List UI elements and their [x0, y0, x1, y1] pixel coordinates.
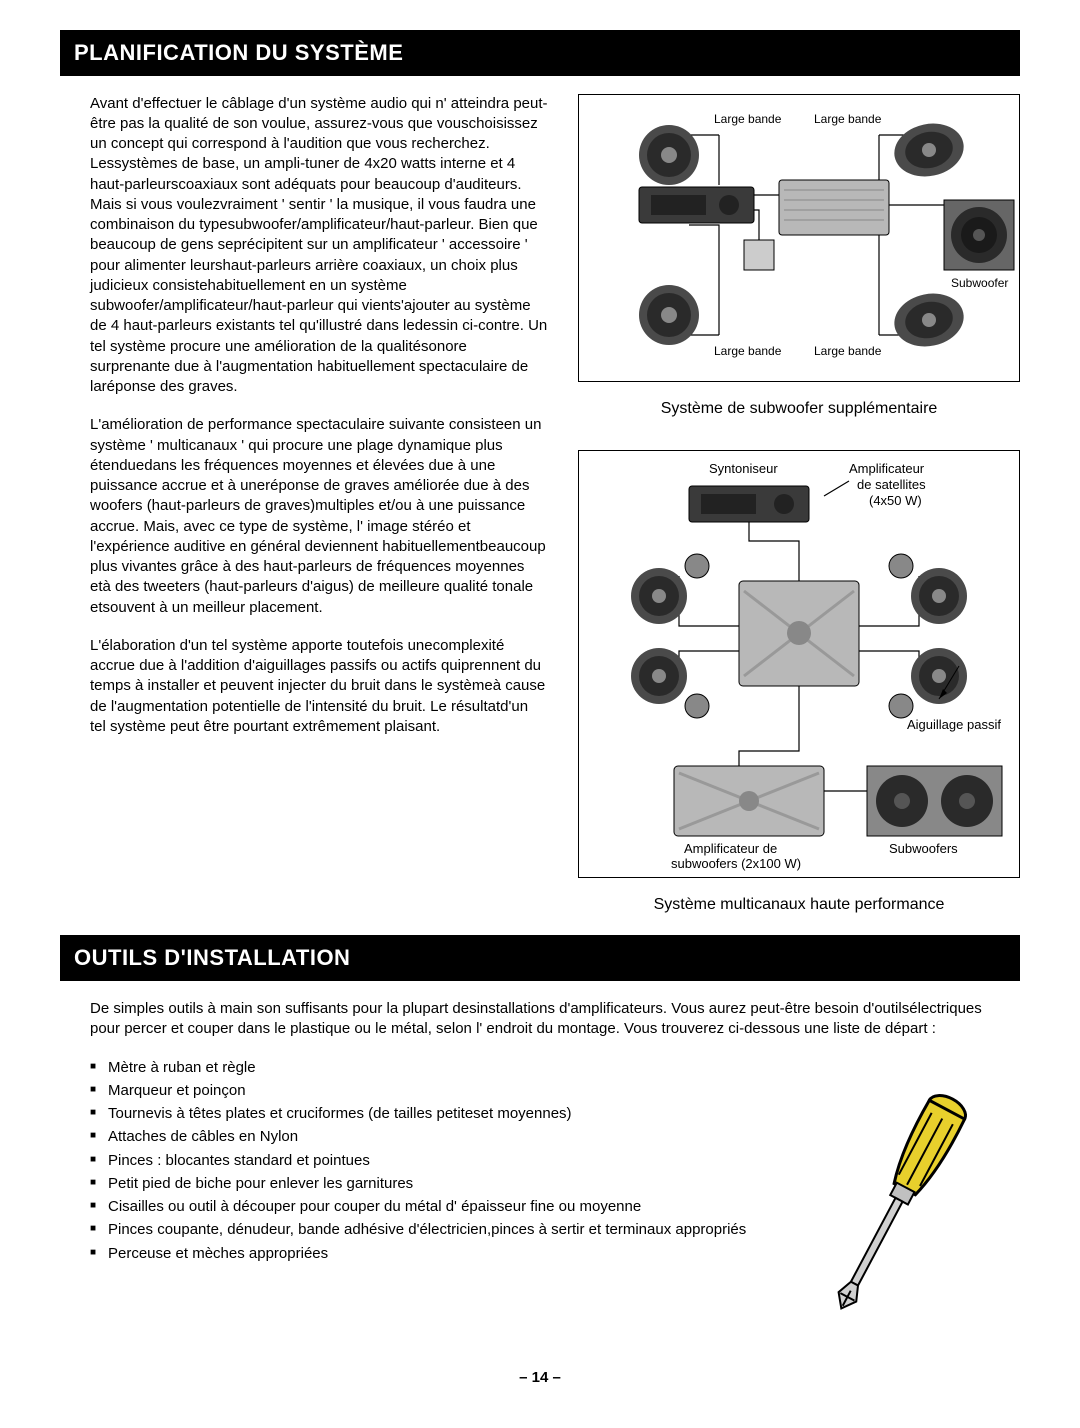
label-large-bande-bl: Large bande: [714, 344, 782, 358]
label-syntoniseur: Syntoniseur: [709, 461, 778, 476]
speaker-group-tl: [631, 554, 709, 624]
list-item: Tournevis à têtes plates et cruciformes …: [90, 1104, 786, 1124]
list-item: Cisailles ou outil à découper pour coupe…: [90, 1197, 786, 1217]
label-amp-sub-2: subwoofers (2x100 W): [671, 856, 801, 871]
tools-intro: De simples outils à main son suffisants …: [60, 999, 1020, 1058]
section-header-planning: PLANIFICATION DU SYSTÈME: [60, 30, 1020, 76]
section-header-tools: OUTILS D'INSTALLATION: [60, 935, 1020, 981]
speaker-top-left: [639, 125, 699, 185]
speaker-group-br: [889, 648, 967, 718]
list-item: Mètre à ruban et règle: [90, 1058, 786, 1078]
head-unit-2: [689, 486, 809, 522]
label-amp-sub-1: Amplificateur de: [684, 841, 777, 856]
list-item: Petit pied de biche pour enlever les gar…: [90, 1174, 786, 1194]
amp-satellite: [739, 581, 859, 686]
label-large-bande-tr: Large bande: [814, 112, 882, 126]
planning-text-column: Avant d'effectuer le câblage d'un systèm…: [60, 94, 548, 936]
tools-list: Mètre à ruban et règle Marqueur et poinç…: [90, 1058, 786, 1338]
amplifier: [779, 180, 889, 235]
list-item: Attaches de câbles en Nylon: [90, 1127, 786, 1147]
label-amp-sat-2: de satellites: [857, 477, 926, 492]
label-subwoofers: Subwoofers: [889, 841, 958, 856]
head-unit: [639, 187, 754, 223]
diagram2-caption: Système multicanaux haute performance: [578, 894, 1020, 916]
label-large-bande-br: Large bande: [814, 344, 882, 358]
list-item: Perceuse et mèches appropriées: [90, 1244, 786, 1264]
list-item: Marqueur et poinçon: [90, 1081, 786, 1101]
subwoofer-box: [944, 200, 1014, 270]
speaker-group-tr: [889, 554, 967, 624]
speaker-group-bl: [631, 648, 709, 718]
screwdriver-illustration: [810, 1058, 990, 1338]
subwoofer-enclosure: [867, 766, 1002, 836]
diagram-subwoofer-system: Large bande Large bande Large bande Larg…: [578, 94, 1020, 382]
page-number: – 14 –: [60, 1368, 1020, 1388]
diagram1-caption: Système de subwoofer supplémentaire: [578, 398, 1020, 420]
label-aiguillage: Aiguillage passif: [907, 717, 1001, 732]
amp-subwoofer: [674, 766, 824, 836]
list-item: Pinces coupante, dénudeur, bande adhésiv…: [90, 1220, 786, 1240]
label-subwoofer: Subwoofer: [951, 276, 1008, 290]
list-item: Pinces : blocantes standard et pointues: [90, 1151, 786, 1171]
speaker-top-right: [889, 117, 968, 182]
label-amp-sat-3: (4x50 W): [869, 493, 922, 508]
speaker-bottom-right: [889, 287, 968, 352]
planning-para-1: Avant d'effectuer le câblage d'un systèm…: [90, 94, 548, 398]
label-amp-sat-1: Amplificateur: [849, 461, 925, 476]
diagram-multichannel-system: Syntoniseur Amplificateur de satellites …: [578, 450, 1020, 878]
label-large-bande-tl: Large bande: [714, 112, 782, 126]
planning-para-3: L'élaboration d'un tel système apporte t…: [90, 636, 548, 737]
speaker-bottom-left: [639, 285, 699, 345]
planning-para-2: L'amélioration de performance spectacula…: [90, 415, 548, 618]
